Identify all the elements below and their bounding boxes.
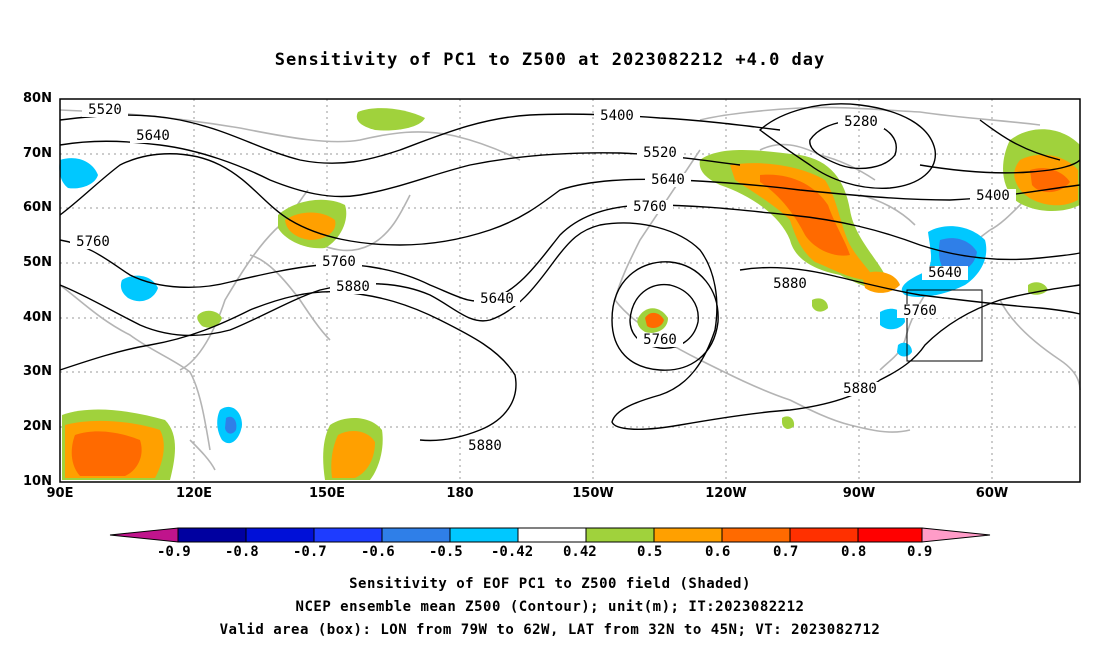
contour-label: 5520 (88, 102, 122, 118)
contour-label: 5400 (600, 108, 634, 124)
contour-label: 5640 (480, 291, 514, 307)
colorbar-left-arrow (109, 527, 179, 543)
contour-label: 5880 (773, 276, 807, 292)
contour-labels: 5520 5640 5760 5400 5520 5640 5760 5280 … (70, 102, 1016, 454)
lon-label: 150E (308, 486, 346, 501)
z500-contours (59, 103, 1081, 442)
lon-label: 180 (446, 486, 474, 501)
contour-label: 5760 (643, 332, 677, 348)
caption-valid-area: Valid area (box): LON from 79W to 62W, L… (219, 622, 881, 638)
lat-label: 60N (23, 200, 52, 215)
colorbar-label: -0.6 (361, 544, 395, 560)
contour-label: 5520 (643, 145, 677, 161)
colorbar-label: 0.9 (907, 544, 933, 560)
valid-area-box (906, 289, 983, 362)
contour-label: 5760 (322, 254, 356, 270)
contour-label: 5880 (336, 279, 370, 295)
map-frame (59, 98, 1081, 483)
contour-label: 5640 (136, 128, 170, 144)
colorbar-label: 0.6 (705, 544, 731, 560)
lon-label: 90W (842, 486, 876, 501)
colorbar (109, 527, 991, 543)
colorbar-right-arrow (921, 527, 991, 543)
lat-label: 20N (23, 419, 52, 434)
lat-label: 50N (23, 255, 52, 270)
contour-label: 5760 (633, 199, 667, 215)
colorbar-label: -0.8 (225, 544, 259, 560)
lon-label: 90E (46, 486, 74, 501)
caption-shaded: Sensitivity of EOF PC1 to Z500 field (Sh… (349, 576, 751, 592)
shaded-sensitivity (59, 108, 1080, 480)
colorbar-label: 0.8 (841, 544, 867, 560)
lon-label: 150W (572, 486, 614, 501)
contour-label: 5760 (903, 303, 937, 319)
lat-label: 30N (23, 364, 52, 379)
contour-label: 5880 (843, 381, 877, 397)
contour-label: 5880 (468, 438, 502, 454)
colorbar-label: 0.42 (563, 544, 597, 560)
lat-label: 80N (23, 91, 52, 106)
map-title: Sensitivity of PC1 to Z500 at 2023082212… (274, 50, 826, 70)
contour-label: 5760 (76, 234, 110, 250)
contour-label: 5400 (976, 188, 1010, 204)
colorbar-label: -0.9 (157, 544, 191, 560)
lat-label: 40N (23, 310, 52, 325)
caption-contour: NCEP ensemble mean Z500 (Contour); unit(… (295, 599, 805, 615)
contour-label: 5640 (651, 172, 685, 188)
contour-label: 5280 (844, 114, 878, 130)
lat-label: 70N (23, 146, 52, 161)
contour-label: 5640 (928, 265, 962, 281)
lon-label: 120E (175, 486, 213, 501)
colorbar-label: 0.5 (637, 544, 663, 560)
colorbar-label: 0.7 (773, 544, 799, 560)
lon-label: 120W (705, 486, 747, 501)
lat-label: 10N (23, 474, 52, 489)
colorbar-label: -0.42 (491, 544, 534, 560)
lon-label: 60W (975, 486, 1009, 501)
colorbar-label: -0.7 (293, 544, 327, 560)
colorbar-label: -0.5 (429, 544, 463, 560)
